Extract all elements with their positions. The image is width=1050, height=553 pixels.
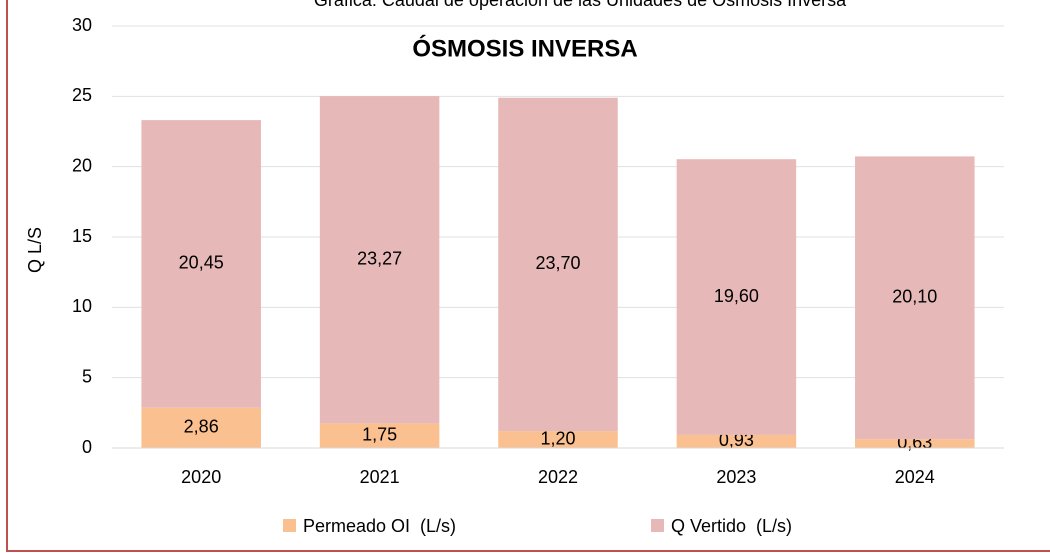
bar-segment bbox=[676, 434, 797, 448]
bar-segment bbox=[676, 159, 797, 435]
data-label: 0,93 bbox=[719, 430, 754, 450]
bar-segment bbox=[498, 431, 618, 448]
y-tick-label: 15 bbox=[72, 226, 92, 246]
data-label: 2,86 bbox=[184, 417, 219, 437]
bar-segment bbox=[141, 120, 261, 408]
bar-segment bbox=[855, 439, 975, 448]
data-label: 20,10 bbox=[892, 287, 937, 307]
x-tick-label: 2023 bbox=[716, 467, 756, 487]
legend-swatch bbox=[651, 519, 664, 532]
bar-segment bbox=[855, 156, 975, 440]
data-label: 1,20 bbox=[540, 428, 575, 448]
y-tick-label: 20 bbox=[72, 155, 92, 175]
legend-label: Permeado OI (L/s) bbox=[303, 516, 456, 536]
bar-segment bbox=[319, 423, 440, 448]
data-label: 1,75 bbox=[362, 424, 397, 444]
x-tick-label: 2021 bbox=[360, 467, 400, 487]
y-tick-label: 5 bbox=[82, 366, 92, 386]
x-tick-label: 2024 bbox=[895, 467, 935, 487]
y-tick-label: 10 bbox=[72, 296, 92, 316]
bar-segment bbox=[141, 407, 261, 448]
data-label: 23,27 bbox=[357, 248, 402, 268]
legend-swatch bbox=[283, 519, 296, 532]
legend-label: Q Vertido (L/s) bbox=[671, 516, 792, 536]
y-tick-label: 0 bbox=[82, 437, 92, 457]
data-label: 23,70 bbox=[535, 253, 580, 273]
x-tick-label: 2022 bbox=[538, 467, 578, 487]
chart-title: ÓSMOSIS INVERSA bbox=[412, 34, 637, 62]
data-label: 19,60 bbox=[714, 286, 759, 306]
chart-frame bbox=[6, 0, 1050, 552]
bar-segment bbox=[498, 97, 618, 432]
y-axis-label: Q L/S bbox=[25, 227, 45, 273]
chart-subtitle: Gráfica: Caudal de operación de las Unid… bbox=[314, 0, 847, 10]
y-tick-label: 30 bbox=[72, 15, 92, 35]
y-tick-label: 25 bbox=[72, 85, 92, 105]
bar-segment bbox=[319, 96, 440, 424]
data-label: 20,45 bbox=[179, 253, 224, 273]
x-tick-label: 2020 bbox=[181, 467, 221, 487]
